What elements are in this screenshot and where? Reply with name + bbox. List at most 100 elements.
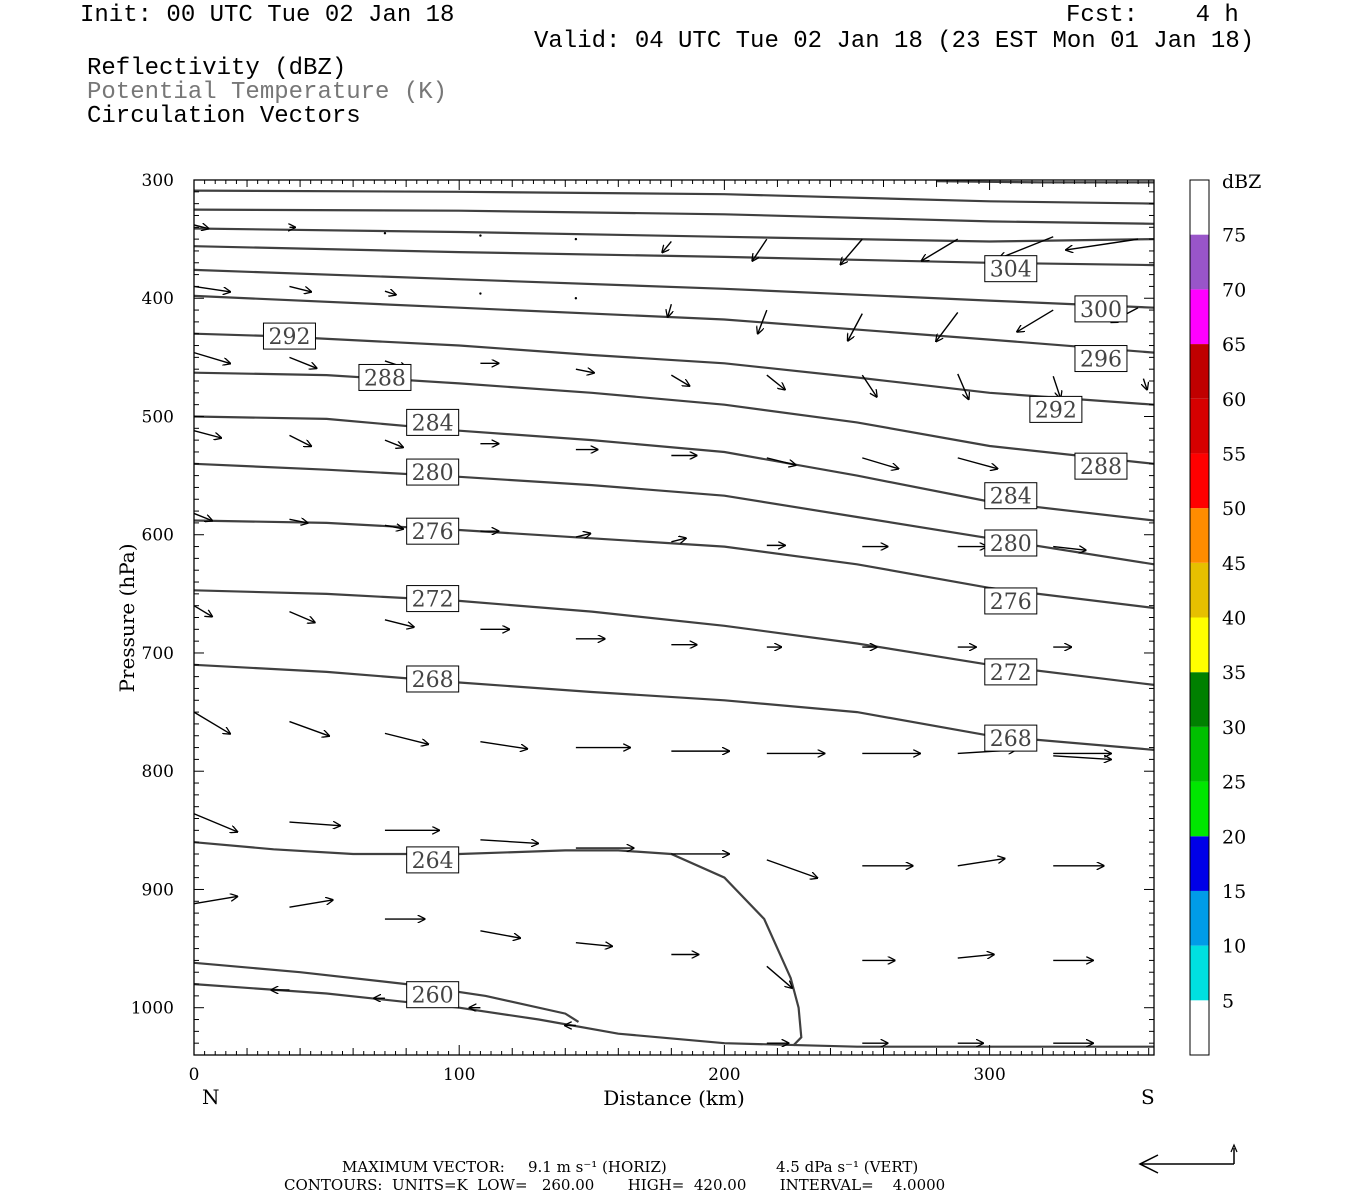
- svg-text:284: 284: [412, 411, 454, 436]
- contour-label-304: 304: [984, 255, 1038, 283]
- circulation-vector: [193, 351, 230, 364]
- circulation-vector: [1143, 378, 1147, 390]
- circulation-vector: [193, 225, 208, 229]
- contour-label-280: 280: [984, 529, 1038, 557]
- contour-288: [193, 371, 1155, 465]
- circulation-vector: [1053, 547, 1085, 551]
- colorbar-segment: [1190, 781, 1209, 837]
- circulation-vector: [289, 285, 311, 291]
- svg-text:268: 268: [990, 727, 1032, 752]
- circulation-vector: [957, 373, 969, 399]
- circulation-vector: [574, 297, 578, 300]
- circulation-vector: [384, 439, 403, 447]
- contour-264: [193, 841, 803, 1047]
- colorbar-label: 60: [1222, 389, 1246, 411]
- svg-text:276: 276: [990, 590, 1032, 615]
- colorbar-segment: [1190, 945, 1209, 1001]
- contour-label-260: 260: [406, 981, 460, 1009]
- x-tick-label: 0: [189, 1065, 200, 1085]
- circulation-vector: [766, 859, 817, 878]
- circulation-vector: [480, 840, 538, 844]
- x-axis-label: Distance (km): [603, 1086, 745, 1110]
- plot-frame: [193, 179, 1155, 1056]
- circulation-vector: [766, 457, 796, 465]
- contour-label-layer: 3043002962922922882882842842802802762762…: [262, 255, 1128, 1009]
- contour-label-272: 272: [406, 585, 460, 613]
- circulation-vector: [384, 525, 403, 529]
- circulation-vector: [1053, 756, 1111, 760]
- svg-text:304: 304: [990, 258, 1032, 283]
- circulation-vector: [957, 457, 998, 469]
- max-vector-horizontal: 9.1 m s⁻¹ (HORIZ): [528, 1158, 667, 1176]
- circulation-vector: [662, 241, 672, 252]
- circulation-vector: [766, 374, 785, 389]
- y-axis-label: Pressure (hPa): [115, 544, 139, 693]
- contour-280: [193, 462, 1155, 566]
- circulation-vector: [193, 429, 221, 438]
- contour-layer: [193, 180, 1155, 1048]
- circulation-vector: [861, 374, 876, 397]
- field-potential-temperature: Potential Temperature (K): [87, 79, 448, 106]
- colorbar: 5 10 15 20 25 30 35 40 45 50 55 60 65 70 75 dBZ: [1189, 171, 1261, 1056]
- contour-label-284: 284: [406, 408, 460, 436]
- svg-text:296: 296: [1080, 348, 1122, 373]
- svg-text:288: 288: [1080, 455, 1122, 480]
- contour-302: [193, 245, 1155, 267]
- contour-label-288: 288: [1074, 452, 1128, 480]
- svg-text:272: 272: [990, 661, 1032, 686]
- x-right-end-label: S: [1141, 1085, 1155, 1109]
- circulation-vector: [575, 369, 594, 373]
- circulation-vector: [289, 434, 311, 446]
- circulation-vector: [193, 813, 237, 832]
- circulation-vector: [671, 538, 685, 542]
- circulation-vector: [862, 457, 898, 469]
- contour-label-276: 276: [984, 587, 1038, 615]
- valid-time: Valid: 04 UTC Tue 02 Jan 18 (23 EST Mon …: [534, 28, 1255, 55]
- circulation-vector: [479, 292, 482, 295]
- svg-text:292: 292: [268, 325, 310, 350]
- contour-label-268: 268: [984, 724, 1038, 752]
- colorbar-label: 10: [1222, 936, 1246, 958]
- svg-text:272: 272: [412, 588, 454, 613]
- circulation-vector: [193, 285, 230, 291]
- circulation-vector: [193, 605, 212, 617]
- circulation-vector: [999, 236, 1054, 259]
- x-tick-label: 100: [443, 1065, 475, 1085]
- contour-label-264: 264: [406, 846, 460, 874]
- contour-292: [193, 332, 1155, 406]
- contour-268: [193, 663, 1155, 751]
- circulation-vector: [1052, 376, 1060, 398]
- colorbar-segment: [1190, 398, 1209, 454]
- contour-label-300: 300: [1074, 295, 1128, 323]
- circulation-vector: [766, 965, 792, 988]
- circulation-vector: [1017, 309, 1054, 332]
- contour-296: [193, 294, 1155, 354]
- vector-layer: [193, 225, 1147, 1043]
- circulation-vector: [574, 237, 578, 241]
- colorbar-label: 25: [1222, 772, 1246, 794]
- x-left-end-label: N: [202, 1085, 220, 1109]
- contour-label-276: 276: [406, 517, 460, 545]
- svg-text:268: 268: [412, 668, 454, 693]
- contour-260: [193, 983, 1154, 1048]
- circulation-vector: [193, 512, 212, 520]
- colorbar-label: 15: [1222, 881, 1246, 903]
- svg-text:276: 276: [412, 520, 454, 545]
- svg-text:292: 292: [1035, 398, 1077, 423]
- circulation-vector: [384, 291, 396, 295]
- contour-label-296: 296: [1074, 345, 1128, 373]
- colorbar-segment: [1190, 562, 1209, 618]
- circulation-vector: [480, 740, 527, 749]
- circulation-vector: [957, 859, 1005, 867]
- svg-text:280: 280: [412, 461, 454, 486]
- init-time: Init: 00 UTC Tue 02 Jan 18: [80, 2, 455, 29]
- contour-label-292: 292: [262, 322, 316, 350]
- svg-text:284: 284: [990, 485, 1032, 510]
- y-tick-label: 800: [142, 762, 174, 782]
- colorbar-segment: [1190, 344, 1209, 399]
- colorbar-segment: [1190, 289, 1209, 345]
- colorbar-label: 30: [1222, 717, 1246, 739]
- contour-304: [193, 227, 1155, 243]
- circulation-vector: [193, 896, 237, 905]
- contour-label-284: 284: [984, 482, 1038, 510]
